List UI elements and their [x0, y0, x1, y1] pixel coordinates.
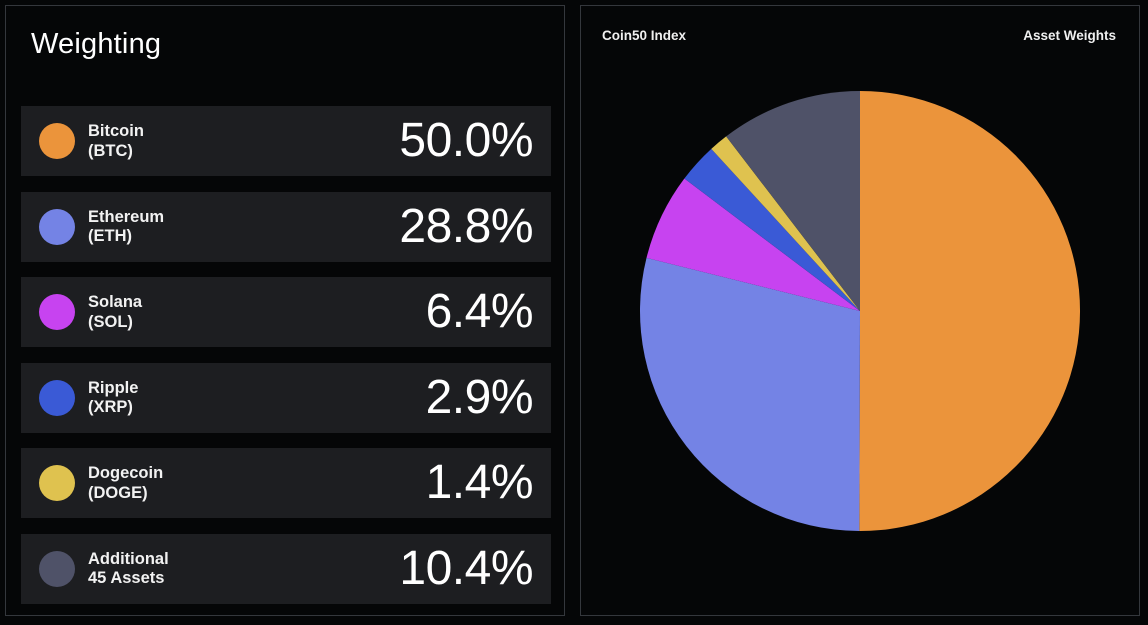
color-dot — [39, 123, 75, 159]
asset-name-line2: (BTC) — [88, 141, 133, 160]
color-dot — [39, 550, 75, 587]
asset-name-line1: Ripple — [88, 378, 139, 397]
asset-name-line2: (SOL) — [88, 312, 133, 331]
asset-weight: 50.0% — [399, 114, 533, 167]
asset-name: Dogecoin (DOGE) — [88, 464, 163, 503]
asset-name-line1: Additional — [88, 549, 169, 568]
asset-name-line2: 45 Assets — [88, 569, 165, 587]
weighting-list: Bitcoin (BTC) 50.0% Ethereum (ETH) 28.8%… — [21, 106, 551, 619]
pie-slice-1 — [639, 257, 860, 531]
pie-slice-2 — [646, 178, 860, 311]
chart-title: Coin50 Index — [602, 28, 687, 43]
asset-name-line2: (XRP) — [88, 398, 133, 416]
asset-name: Ripple (XRP) — [88, 379, 138, 418]
asset-name-line1: Ethereum — [88, 207, 165, 226]
asset-name-line1: Dogecoin — [88, 464, 164, 482]
list-item-ethereum: Ethereum (ETH) 28.8% — [21, 191, 551, 262]
list-item-bitcoin: Bitcoin (BTC) 50.0% — [21, 106, 551, 176]
color-dot — [39, 294, 75, 330]
asset-name-line1: Solana — [88, 293, 143, 311]
list-item-additional-assets: Additional 45 Assets 10.4% — [21, 533, 551, 604]
asset-weights-panel: Coin50 Index Asset Weights — [580, 5, 1140, 616]
pie-slice-0 — [859, 91, 1081, 532]
asset-weight: 10.4% — [399, 541, 533, 595]
list-item-dogecoin: Dogecoin (DOGE) 1.4% — [21, 448, 551, 518]
asset-name: Ethereum (ETH) — [88, 208, 164, 247]
asset-weight: 1.4% — [425, 456, 534, 509]
pie-slice-5 — [726, 91, 860, 311]
panel-title: Weighting — [31, 28, 162, 60]
asset-name: Solana (SOL) — [88, 293, 142, 332]
list-item-solana: Solana (SOL) 6.4% — [21, 277, 551, 347]
asset-name-line2: (ETH) — [88, 227, 132, 245]
color-dot — [39, 208, 75, 245]
weighting-panel: Weighting Bitcoin (BTC) 50.0% Ethereum (… — [5, 5, 565, 616]
asset-weight: 6.4% — [425, 285, 534, 338]
color-dot — [39, 465, 75, 501]
asset-name-line1: Bitcoin — [88, 122, 144, 140]
asset-weight: 28.8% — [399, 199, 533, 253]
asset-name: Bitcoin (BTC) — [88, 122, 144, 161]
asset-weight: 2.9% — [425, 370, 534, 424]
asset-name: Additional 45 Assets — [88, 550, 169, 589]
chart-subtitle: Asset Weights — [1023, 28, 1116, 43]
list-item-ripple: Ripple (XRP) 2.9% — [21, 362, 551, 433]
pie-slice-3 — [684, 148, 860, 311]
color-dot — [39, 379, 75, 416]
asset-name-line2: (DOGE) — [88, 483, 148, 502]
pie-chart — [639, 91, 1081, 532]
pie-slice-4 — [711, 136, 860, 311]
